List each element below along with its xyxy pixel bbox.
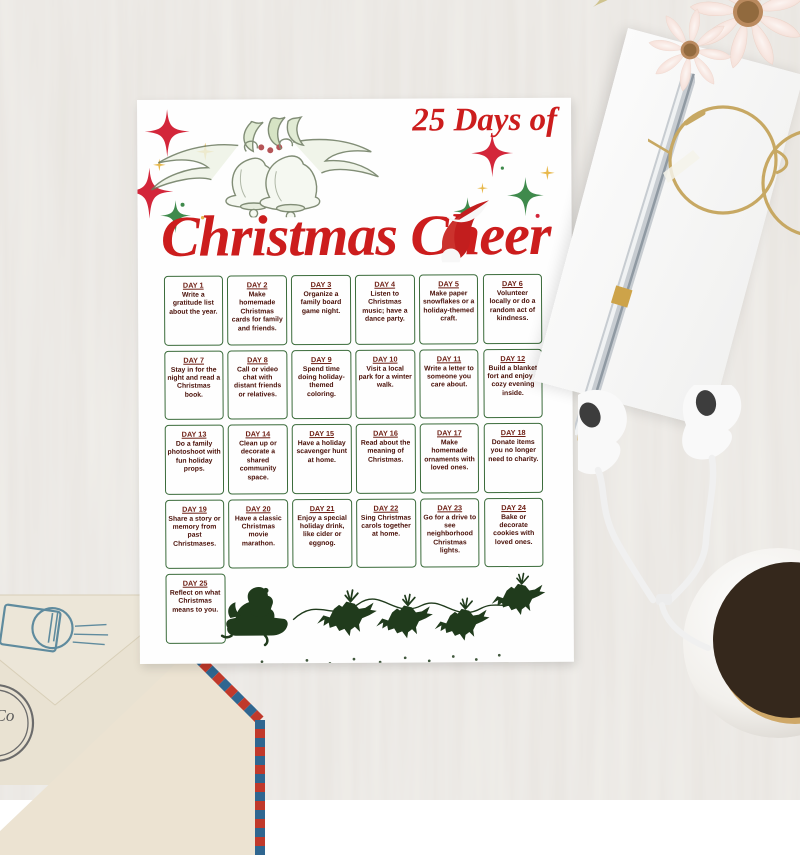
svg-text:E. Co: E. Co bbox=[0, 706, 14, 725]
